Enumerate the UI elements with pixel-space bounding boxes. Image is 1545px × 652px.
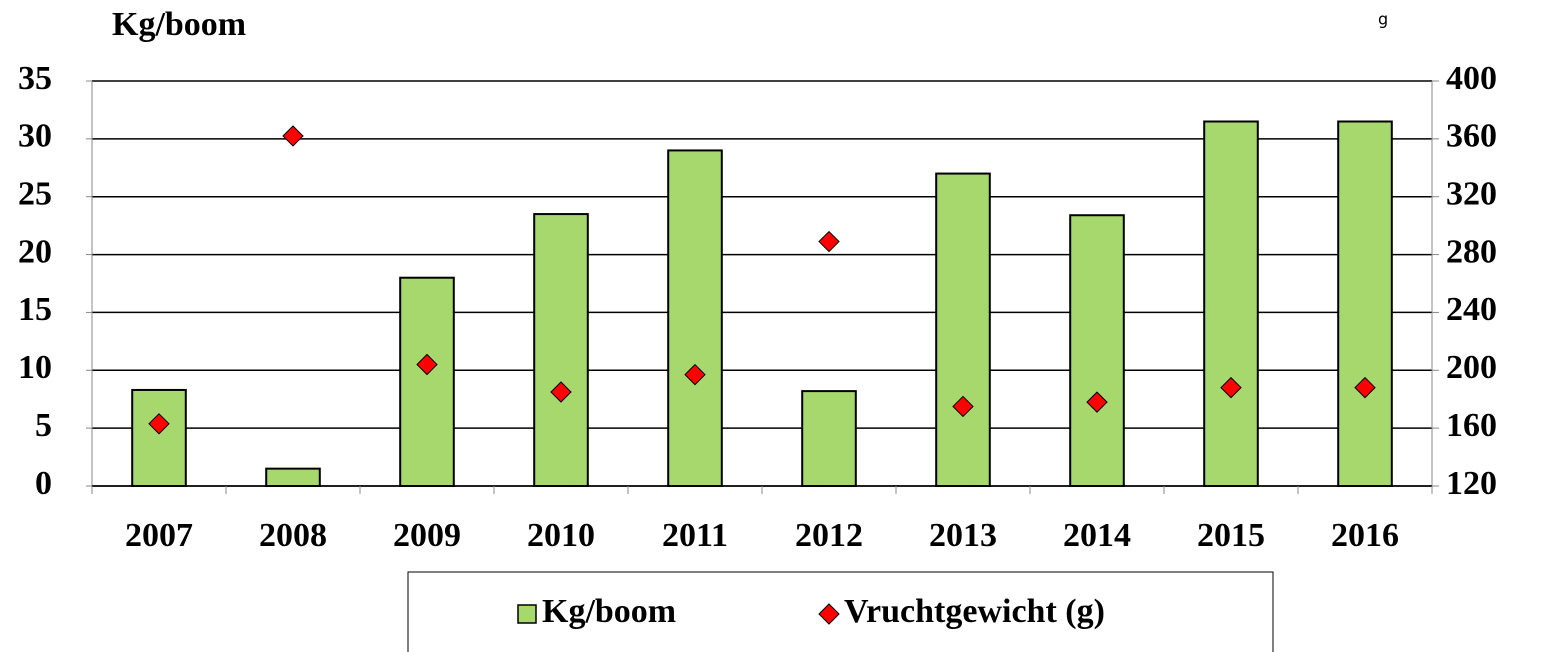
y2-tick-label: 400 bbox=[1446, 60, 1497, 97]
bar bbox=[935, 172, 991, 487]
point bbox=[148, 413, 170, 435]
bar bbox=[265, 467, 321, 487]
point bbox=[550, 381, 572, 403]
y2-tick-label: 120 bbox=[1446, 465, 1497, 502]
x-tick-label: 2007 bbox=[125, 517, 193, 554]
point bbox=[416, 353, 438, 376]
y-tick-label: 15 bbox=[18, 291, 52, 328]
x-tick-label: 2009 bbox=[393, 517, 461, 554]
y-tick-label: 5 bbox=[35, 407, 52, 444]
x-tick-label: 2013 bbox=[929, 517, 997, 554]
x-tick-label: 2011 bbox=[662, 517, 728, 554]
point bbox=[1220, 376, 1242, 399]
x-tick-label: 2015 bbox=[1197, 517, 1265, 554]
y-axis-label: Kg/boom bbox=[112, 6, 246, 43]
point bbox=[1086, 391, 1108, 413]
point bbox=[1354, 376, 1376, 399]
legend-label: Vruchtgewicht (g) bbox=[844, 593, 1105, 630]
legend-swatch bbox=[818, 603, 840, 625]
y2-tick-label: 360 bbox=[1446, 118, 1497, 155]
x-tick-label: 2014 bbox=[1063, 517, 1131, 554]
legend-label: Kg/boom bbox=[542, 593, 676, 630]
bar bbox=[1069, 214, 1125, 487]
y-tick-label: 35 bbox=[18, 60, 52, 97]
x-tick-label: 2016 bbox=[1331, 517, 1399, 554]
x-tick-label: 2012 bbox=[795, 517, 863, 554]
legend-swatch bbox=[517, 604, 537, 624]
bar bbox=[131, 388, 187, 488]
bar bbox=[533, 213, 589, 487]
y2-tick-label: 280 bbox=[1446, 233, 1497, 270]
y-tick-label: 25 bbox=[18, 176, 52, 213]
bar bbox=[1337, 120, 1393, 487]
y-tick-label: 10 bbox=[18, 349, 52, 386]
y2-tick-label: 200 bbox=[1446, 349, 1497, 386]
legend-box bbox=[407, 571, 1274, 652]
point bbox=[818, 230, 840, 253]
point bbox=[952, 395, 974, 418]
y2-tick-label: 160 bbox=[1446, 407, 1497, 444]
point bbox=[684, 363, 706, 386]
y-tick-label: 20 bbox=[18, 233, 52, 270]
y-tick-label: 30 bbox=[18, 118, 52, 155]
bar bbox=[1203, 120, 1259, 487]
x-tick-label: 2010 bbox=[527, 517, 595, 554]
y2-tick-label: 240 bbox=[1446, 291, 1497, 328]
bar bbox=[399, 276, 455, 488]
y-tick-label: 0 bbox=[35, 465, 52, 502]
bar bbox=[667, 149, 723, 488]
y2-axis-label: g bbox=[1378, 10, 1388, 29]
x-tick-label: 2008 bbox=[259, 517, 327, 554]
point bbox=[282, 125, 304, 147]
bar bbox=[801, 390, 857, 487]
y2-tick-label: 320 bbox=[1446, 176, 1497, 213]
